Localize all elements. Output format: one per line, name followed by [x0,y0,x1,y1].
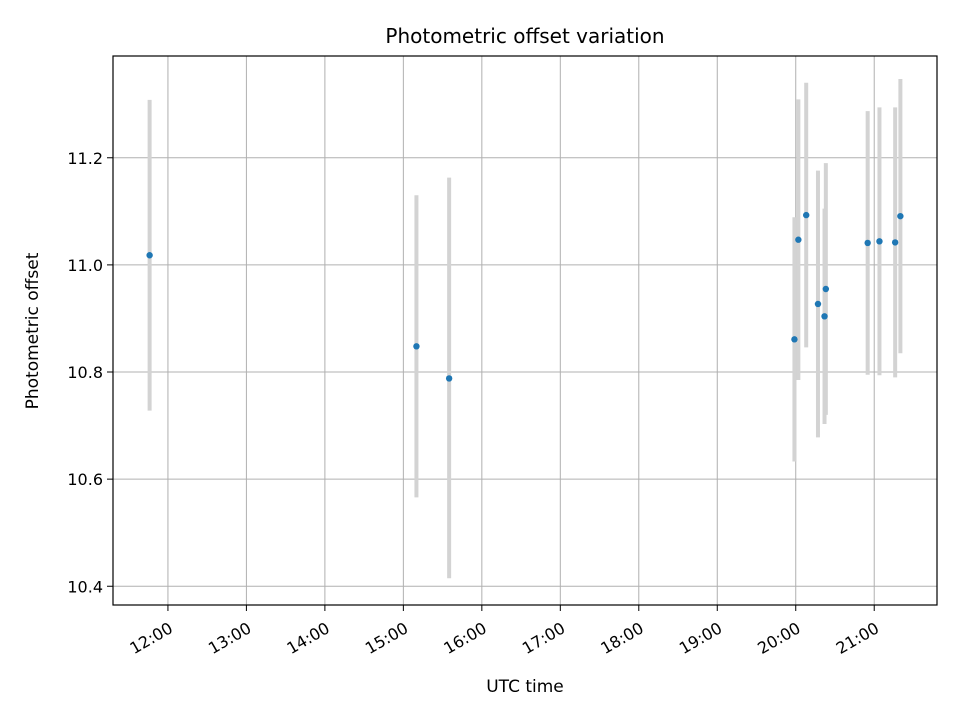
data-point [803,211,810,219]
chart-title: Photometric offset variation [385,24,664,48]
data-point [445,375,453,382]
data-point [864,239,871,247]
data-point [814,300,822,308]
y-tick-label: 10.6 [67,470,103,489]
y-tick-label: 10.4 [67,577,103,596]
data-point [146,252,153,259]
y-axis-label: Photometric offset [23,252,43,409]
y-axis: 10.4 10.6 10.8 11.0 11.2 [67,149,113,596]
data-point [413,343,420,350]
y-tick-label: 11.0 [67,256,103,275]
data-points [146,211,904,382]
y-tick-label: 11.2 [67,149,103,168]
x-axis-label: UTC time [486,677,564,697]
data-point [822,285,830,293]
y-tick-label: 10.8 [67,363,103,382]
data-point [891,239,899,246]
data-point [821,313,828,320]
plot-frame [112,55,938,606]
data-point [795,236,802,243]
data-point [791,336,798,343]
data-point [876,238,883,245]
grid [113,56,937,605]
data-point [897,212,904,220]
